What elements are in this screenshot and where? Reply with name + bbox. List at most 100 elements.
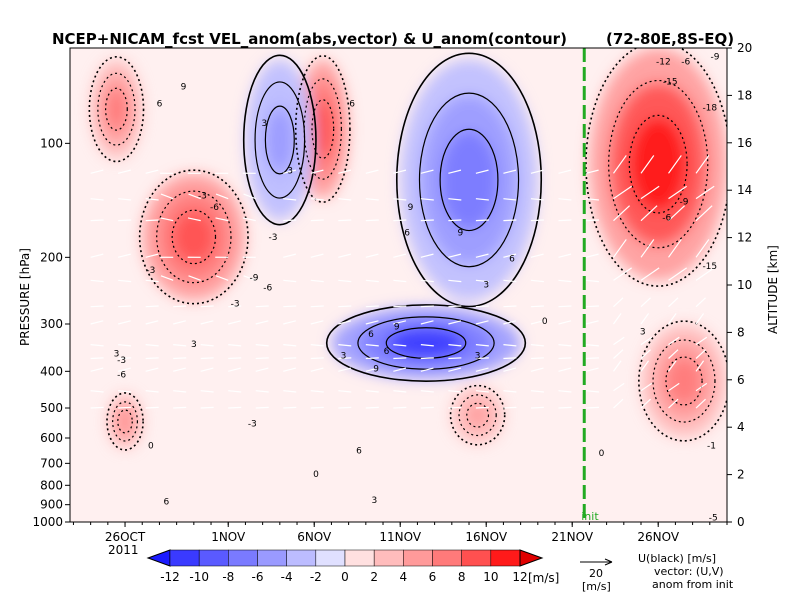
contour-label: -6 xyxy=(681,58,690,68)
contour-label: 9 xyxy=(458,228,464,238)
vector-129 xyxy=(475,305,489,308)
y-tick-label: 800 xyxy=(40,478,63,492)
vector-58 xyxy=(420,219,434,222)
vector-242 xyxy=(420,390,434,393)
vector-7 xyxy=(283,169,297,174)
vector-155 xyxy=(558,320,572,325)
anomaly-patch-9-2 xyxy=(467,403,488,427)
vector-83 xyxy=(475,253,489,258)
vector-236 xyxy=(255,390,269,393)
colorbar-swatch xyxy=(315,549,346,567)
anomaly-patch-4-2 xyxy=(441,131,497,229)
vector-138 xyxy=(90,320,104,325)
vector-122 xyxy=(283,305,297,308)
vector-267 xyxy=(475,406,489,409)
vector-246 xyxy=(530,390,544,393)
vector-125 xyxy=(365,305,379,308)
vector-168 xyxy=(283,343,297,347)
vector-135 xyxy=(640,297,651,308)
vector-70 xyxy=(118,253,131,258)
x-tick-label: 6NOV xyxy=(297,530,332,544)
vector-250 xyxy=(640,382,653,392)
vector-47 xyxy=(118,219,132,222)
vector-legend: 20 [m/s] U(black) [m/s] vector: (U,V) an… xyxy=(580,552,734,593)
contour-label: 6 xyxy=(509,254,515,264)
vector-94 xyxy=(145,279,159,283)
y2-tick-label: 14 xyxy=(737,183,752,197)
vector-10 xyxy=(365,169,379,174)
vector-79 xyxy=(365,253,379,258)
vector-146 xyxy=(310,320,324,325)
y-tick-label: 600 xyxy=(40,431,63,445)
contour-9-1 xyxy=(458,394,497,437)
vector-20 xyxy=(640,155,655,174)
vector-220 xyxy=(448,367,462,372)
vector-163 xyxy=(145,343,159,347)
colorbar-tick-label: -4 xyxy=(281,570,293,584)
colorbar-low-arrow xyxy=(146,549,171,567)
vector-229 xyxy=(695,360,705,372)
contour-2-0 xyxy=(294,55,351,203)
vector-179 xyxy=(585,343,599,347)
vector-258 xyxy=(228,406,242,409)
contour-label: 6 xyxy=(368,330,374,340)
y2-tick-label: 4 xyxy=(737,420,745,434)
vector-51 xyxy=(215,217,229,222)
colorbar-tick-label: 4 xyxy=(400,570,408,584)
contour-4-2 xyxy=(439,128,499,232)
vector-119 xyxy=(200,305,214,308)
y2-tick-label: 8 xyxy=(737,325,745,339)
colorbar-tick-label: 2 xyxy=(370,570,378,584)
vector-221 xyxy=(475,367,489,372)
colorbar-tick-label: 12 xyxy=(512,570,527,584)
vector-32 xyxy=(338,198,352,201)
vector-64 xyxy=(585,219,599,222)
contour-8-1 xyxy=(112,401,139,442)
vector-61 xyxy=(503,219,517,222)
vector-116 xyxy=(118,305,132,308)
vector-30 xyxy=(283,198,297,201)
vector-89 xyxy=(640,239,655,258)
vector-207 xyxy=(90,367,104,372)
vector-273 xyxy=(640,398,651,409)
vector-270 xyxy=(558,406,572,409)
vector-76 xyxy=(283,253,297,258)
vector-104 xyxy=(420,279,434,283)
contour-2-2 xyxy=(311,99,335,159)
y-tick-label: 1000 xyxy=(32,515,63,529)
colorbar-tick-label: -6 xyxy=(252,570,264,584)
vector-93 xyxy=(118,279,132,283)
vector-204 xyxy=(640,349,651,359)
anomaly-patch-2-2 xyxy=(312,101,334,157)
contour-5-2 xyxy=(264,105,295,175)
vector-176 xyxy=(503,343,517,347)
vector-143 xyxy=(228,320,241,325)
vector-29 xyxy=(243,193,256,200)
anomaly-patch-5-2 xyxy=(266,107,294,173)
y2-tick-label: 18 xyxy=(737,88,752,102)
vector-43 xyxy=(640,185,660,200)
y-tick-label: 400 xyxy=(40,364,63,378)
y2-axis-label: ALTITUDE [km] xyxy=(766,245,780,334)
contour-label: -3 xyxy=(146,266,155,276)
vector-23 xyxy=(90,198,104,201)
vector-188 xyxy=(200,357,214,360)
vector-41 xyxy=(585,198,599,201)
vector-141 xyxy=(173,320,186,325)
vector-71 xyxy=(145,253,159,258)
vector-156 xyxy=(585,320,599,325)
vector-203 xyxy=(613,349,624,359)
x-tick-label: 21NOV xyxy=(551,530,593,544)
contour-label: -3 xyxy=(231,300,240,310)
vector-110 xyxy=(585,279,599,283)
colorbar-tick-label: 10 xyxy=(483,570,498,584)
x-tick-label: 26OCT xyxy=(105,530,146,544)
vector-137 xyxy=(695,297,706,308)
vector-107 xyxy=(503,279,517,283)
vector-96 xyxy=(188,275,201,281)
colorbar-swatch xyxy=(198,549,229,567)
contour-label: -9 xyxy=(680,197,689,207)
vector-161 xyxy=(90,343,104,347)
vector-233 xyxy=(173,390,187,393)
